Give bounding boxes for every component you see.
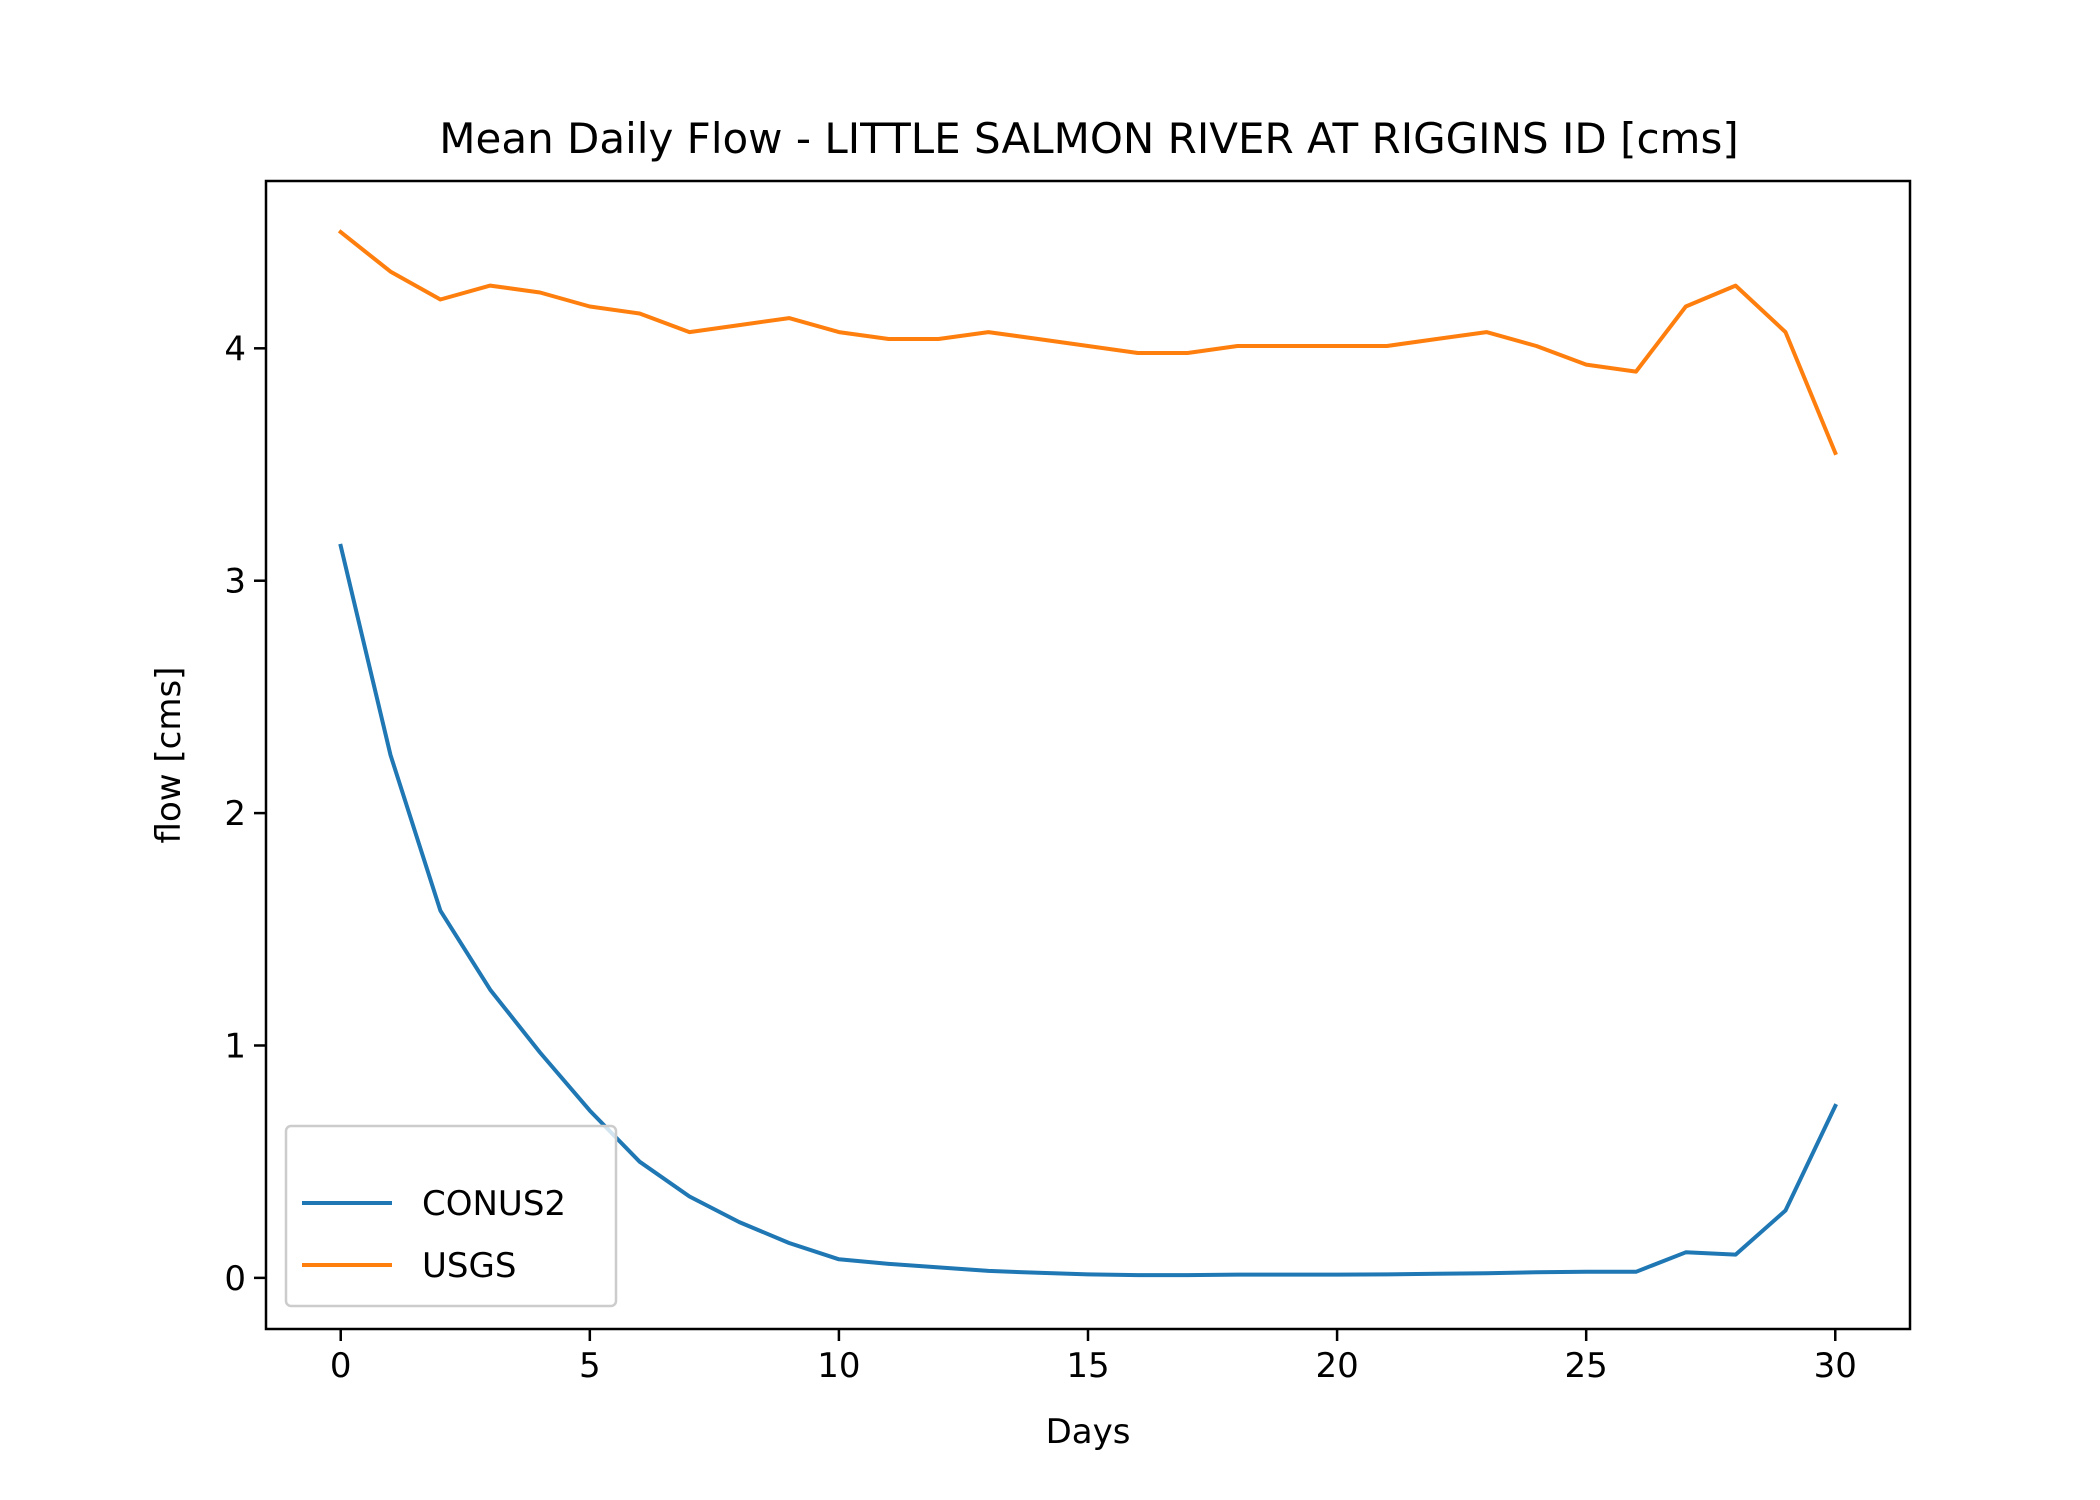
x-axis: 0 5 10 15 20 25 30 xyxy=(330,1329,1857,1386)
x-tick-label: 25 xyxy=(1565,1346,1608,1386)
series-line-conus2 xyxy=(338,543,1838,1278)
y-axis-label: flow [cms] xyxy=(149,667,189,844)
x-tick-label: 0 xyxy=(330,1346,352,1386)
y-tick-label: 3 xyxy=(224,562,246,602)
x-tick-label: 5 xyxy=(579,1346,601,1386)
plot-area xyxy=(337,229,1838,1278)
y-tick-label: 4 xyxy=(224,329,246,369)
x-tick-label: 20 xyxy=(1315,1346,1358,1386)
legend-label-usgs: USGS xyxy=(422,1246,516,1286)
legend-box xyxy=(284,1124,618,1308)
y-tick-label: 1 xyxy=(224,1026,246,1066)
x-axis-label: Days xyxy=(1046,1412,1131,1452)
series-line-usgs xyxy=(337,229,1838,456)
x-tick-label: 15 xyxy=(1066,1346,1109,1386)
legend: CONUS2 USGS xyxy=(284,1124,618,1308)
x-tick-label: 10 xyxy=(817,1346,860,1386)
y-tick-label: 0 xyxy=(224,1259,246,1299)
chart-title: Mean Daily Flow - LITTLE SALMON RIVER AT… xyxy=(439,114,1738,163)
y-axis: 0 1 2 3 4 xyxy=(224,329,266,1299)
y-tick-label: 2 xyxy=(224,794,246,834)
legend-label-conus2: CONUS2 xyxy=(422,1184,566,1224)
x-tick-label: 30 xyxy=(1814,1346,1857,1386)
